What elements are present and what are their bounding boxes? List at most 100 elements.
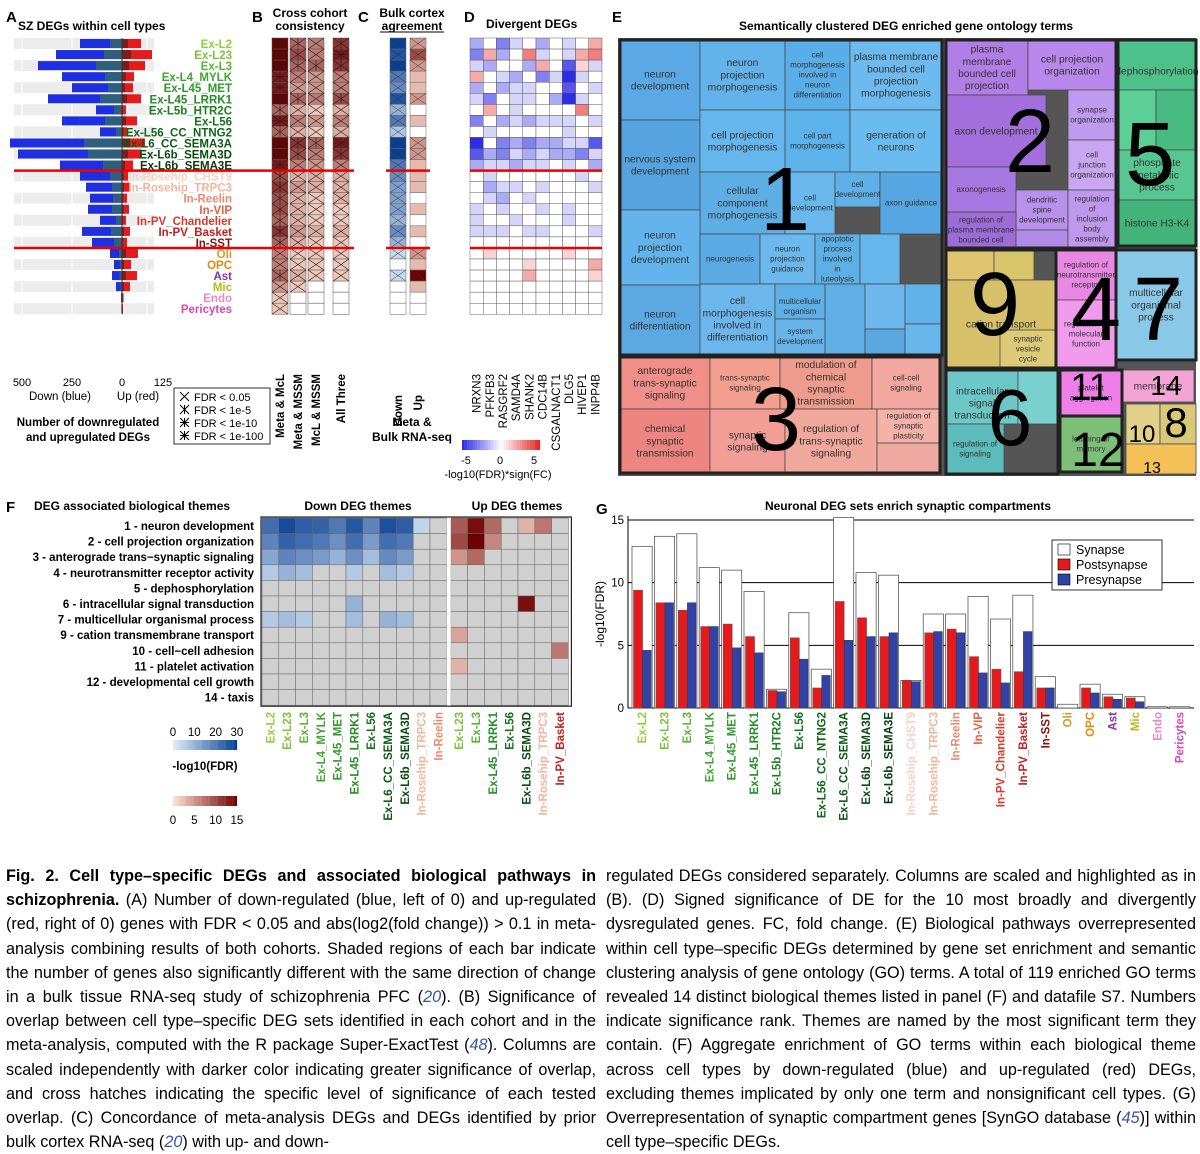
- scale-swatch: [173, 740, 175, 750]
- scale-swatch: [227, 740, 230, 750]
- grid-row: [14, 214, 154, 226]
- heat-cell: [295, 533, 313, 550]
- cluster-outline: [618, 355, 942, 475]
- go-term-label: cell part: [803, 132, 832, 141]
- bar-down: [10, 138, 122, 148]
- heat-cell: [261, 517, 280, 534]
- go-term-label: regulation of: [1064, 320, 1109, 329]
- heat-cell: [312, 611, 330, 628]
- overlap-cell: [332, 291, 350, 304]
- de-cell: [549, 170, 563, 182]
- de-cell: [562, 115, 576, 127]
- go-term-label: involved in: [799, 71, 837, 80]
- de-cell: [496, 93, 510, 105]
- gene-label: PFKFB3: [485, 374, 497, 417]
- scale-swatch: [222, 740, 225, 750]
- x-tick-label: Pericytes: [1175, 712, 1187, 763]
- y-tick-label: 0: [618, 703, 624, 715]
- de-cell: [483, 214, 497, 227]
- theme-label: 11 - platelet activation: [134, 661, 254, 673]
- de-cell: [496, 59, 510, 72]
- hatch-mark: [409, 137, 427, 149]
- ref-link[interactable]: 45: [1121, 1109, 1140, 1128]
- heat-cell: [429, 626, 448, 644]
- scale-swatch: [232, 796, 234, 806]
- go-term-label: neurogenesis: [706, 255, 754, 264]
- treemap-tile: [864, 328, 906, 356]
- ref-link[interactable]: 20: [164, 1133, 183, 1152]
- heat-cell: [412, 517, 431, 534]
- scale-swatch: [490, 440, 494, 450]
- bar-postsynapse: [722, 623, 733, 709]
- agreement-cell: [409, 203, 427, 216]
- hatch-mark: [271, 302, 289, 315]
- de-cell: [535, 258, 550, 271]
- go-term-label: development: [835, 190, 882, 199]
- theme-label: 1 - neuron development: [124, 521, 254, 533]
- treemap-tile: [1067, 89, 1117, 141]
- axis-title: and upregulated DEGs: [26, 432, 150, 444]
- scale-swatch: [193, 740, 196, 750]
- de-cell: [509, 137, 524, 149]
- de-cell: [575, 203, 589, 216]
- scale-swatch: [472, 440, 476, 450]
- bar-up-bulk: [122, 182, 124, 192]
- de-cell: [469, 258, 484, 271]
- heat-cell: [517, 611, 536, 628]
- hatch-mark: [289, 81, 307, 94]
- ref-link[interactable]: 20: [423, 988, 442, 1007]
- de-cell: [496, 104, 510, 116]
- de-cell: [549, 70, 563, 83]
- heat-cell: [396, 689, 414, 706]
- bar-down: [90, 193, 122, 203]
- hatch-mark: [389, 203, 407, 216]
- cell-type-label: In-Reelin: [183, 194, 232, 206]
- go-term-label: cell: [1086, 151, 1098, 160]
- go-term-label: projection: [770, 255, 805, 264]
- de-cell: [483, 126, 497, 138]
- go-term-label: generation of: [866, 130, 926, 141]
- scale-swatch: [233, 740, 236, 750]
- de-cell: [588, 291, 603, 304]
- bar-presynapse: [978, 672, 988, 709]
- de-cell: [522, 214, 537, 227]
- cluster-number: 8: [1164, 399, 1187, 446]
- de-cell: [575, 214, 589, 227]
- bar-postsynapse: [700, 626, 711, 709]
- heat-cell: [345, 580, 364, 597]
- bar-up-bulk: [122, 204, 124, 214]
- go-term-label: regulation of: [803, 424, 859, 435]
- go-term-label: development: [1019, 216, 1066, 225]
- scale-swatch: [195, 796, 198, 806]
- go-term-label: transmission: [636, 449, 693, 460]
- scale-swatch: [200, 740, 202, 750]
- legend-label: Postsynapse: [1076, 558, 1148, 572]
- cell-type-label: Oli: [217, 249, 232, 261]
- treemap-tile: [779, 356, 873, 410]
- hatch-mark: [389, 214, 407, 227]
- bar-postsynapse: [924, 632, 935, 709]
- go-term-label: inclusion: [1076, 215, 1107, 224]
- hatch-mark: [389, 126, 407, 138]
- de-cell: [509, 170, 524, 182]
- bar-postsynapse: [1103, 696, 1114, 709]
- de-cell: [496, 70, 510, 83]
- bar-presynapse: [754, 652, 764, 709]
- gene-label: SHANK2: [524, 374, 536, 420]
- gene-label: INPP4B: [590, 374, 602, 415]
- de-cell: [562, 181, 576, 193]
- go-term-label: signaling: [645, 391, 686, 402]
- bar-up: [122, 248, 138, 258]
- heat-cell: [412, 564, 431, 581]
- scale-swatch: [206, 796, 209, 806]
- bar-presynapse: [821, 675, 831, 709]
- heat-cell: [312, 689, 330, 706]
- ref-link[interactable]: 48: [469, 1036, 488, 1055]
- scale-tick: 10: [188, 727, 201, 739]
- grid-row: [14, 104, 154, 116]
- panel-letter: G: [596, 501, 608, 518]
- column-label: Ex-L3: [299, 712, 311, 743]
- bar-up-bulk: [122, 193, 124, 203]
- bar-down-bulk: [88, 149, 122, 159]
- de-cell: [522, 291, 537, 304]
